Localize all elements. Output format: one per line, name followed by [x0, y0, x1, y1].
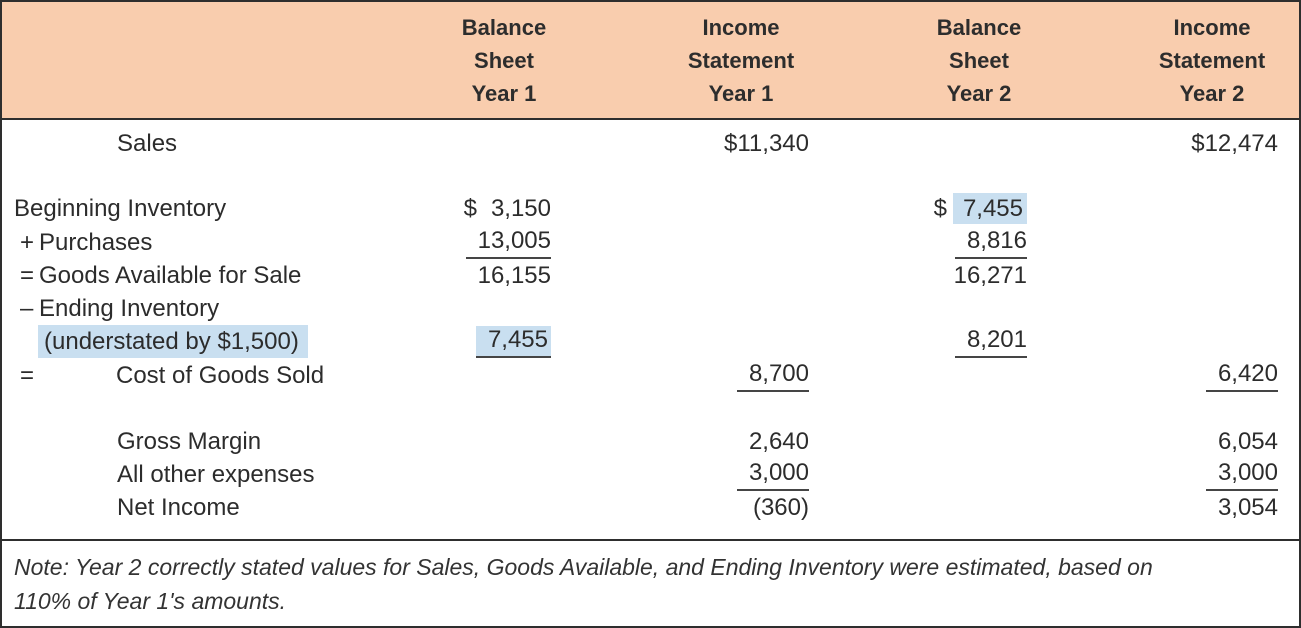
row-label: Sales — [117, 130, 178, 157]
table-row-other-expenses: All other expenses 3,000 3,000 — [2, 458, 1299, 491]
plus-sign: + — [20, 228, 35, 256]
currency-sign: $ — [463, 195, 477, 222]
purchases-bs-y1: 13,005 — [465, 227, 551, 259]
table-row-cogs: = Cost of Goods Sold 8,700 6,420 — [2, 359, 1299, 393]
table-row-beginning-inventory: Beginning Inventory $3,150 $7,455 — [2, 192, 1299, 226]
cogs-is-y1: 8,700 — [736, 360, 809, 392]
sales-is-y1: $11,340 — [724, 130, 809, 157]
table-row-purchases: + Purchases 13,005 8,816 — [2, 226, 1299, 259]
table-row-goods-available: = Goods Available for Sale 16,155 16,271 — [2, 259, 1299, 292]
sales-is-y2: $12,474 — [1191, 130, 1278, 157]
equals-sign: = — [20, 362, 35, 389]
header-income-statement-year1: Income Statement Year 1 — [687, 14, 795, 106]
row-label: Cost of Goods Sold — [116, 362, 325, 389]
purchases-bs-y2: 8,816 — [954, 227, 1027, 259]
table-header: Balance Sheet Year 1 Income Statement Ye… — [2, 2, 1299, 120]
table-body: Sales $11,340 $12,474 Beginning Inventor… — [2, 120, 1299, 539]
net-income-is-y1: (360) — [752, 493, 809, 521]
table-row-understated: (understated by $1,500) 7,455 8,201 — [2, 325, 1299, 359]
cogs-is-y2: 6,420 — [1205, 360, 1278, 392]
row-label: All other expenses — [117, 460, 315, 488]
row-label: Beginning Inventory — [14, 195, 227, 222]
other-expenses-is-y1: 3,000 — [736, 459, 809, 491]
goods-available-bs-y1: 16,155 — [477, 261, 551, 289]
table-row-net-income: Net Income (360) 3,054 — [2, 491, 1299, 524]
beginning-inventory-bs-y1: 3,150 — [490, 195, 551, 222]
footnote: Note: Year 2 correctly stated values for… — [2, 539, 1299, 624]
currency-sign: $ — [933, 195, 947, 222]
footnote-line2: 110% of Year 1's amounts. — [14, 588, 287, 614]
row-label: Goods Available for Sale — [39, 261, 302, 289]
gross-margin-is-y2: 6,054 — [1217, 427, 1278, 455]
spacer-row — [2, 393, 1299, 425]
header-balance-sheet-year1: Balance Sheet Year 1 — [461, 14, 547, 106]
footnote-line1: Note: Year 2 correctly stated values for… — [14, 554, 1153, 580]
other-expenses-is-y2: 3,000 — [1205, 459, 1278, 491]
header-income-statement-year2: Income Statement Year 2 — [1158, 14, 1266, 106]
gross-margin-is-y1: 2,640 — [748, 427, 809, 455]
goods-available-bs-y2: 16,271 — [953, 261, 1027, 289]
row-label: Net Income — [117, 493, 240, 521]
spacer-row — [2, 161, 1299, 192]
ending-inventory-bs-y1-highlighted: 7,455 — [475, 326, 551, 358]
minus-sign: – — [20, 294, 34, 322]
net-income-is-y2: 3,054 — [1217, 493, 1278, 521]
equals-sign: = — [20, 261, 35, 289]
table-row-gross-margin: Gross Margin 2,640 6,054 — [2, 425, 1299, 458]
table-row-ending-inventory: – Ending Inventory — [2, 292, 1299, 325]
row-label: Purchases — [39, 228, 153, 256]
table-row-sales: Sales $11,340 $12,474 — [2, 127, 1299, 161]
row-label: Gross Margin — [117, 427, 262, 455]
ending-inventory-bs-y2: 8,201 — [954, 326, 1027, 358]
understated-label-highlighted: (understated by $1,500) — [38, 325, 308, 358]
beginning-inventory-bs-y2-highlighted: 7,455 — [952, 193, 1027, 224]
header-balance-sheet-year2: Balance Sheet Year 2 — [936, 14, 1022, 106]
row-label: Ending Inventory — [39, 294, 220, 322]
